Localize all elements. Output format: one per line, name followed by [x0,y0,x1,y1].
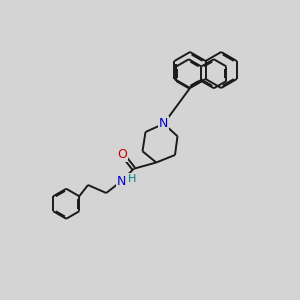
Text: O: O [118,148,128,161]
Text: N: N [117,175,126,188]
Text: H: H [128,174,136,184]
Text: N: N [159,117,168,130]
